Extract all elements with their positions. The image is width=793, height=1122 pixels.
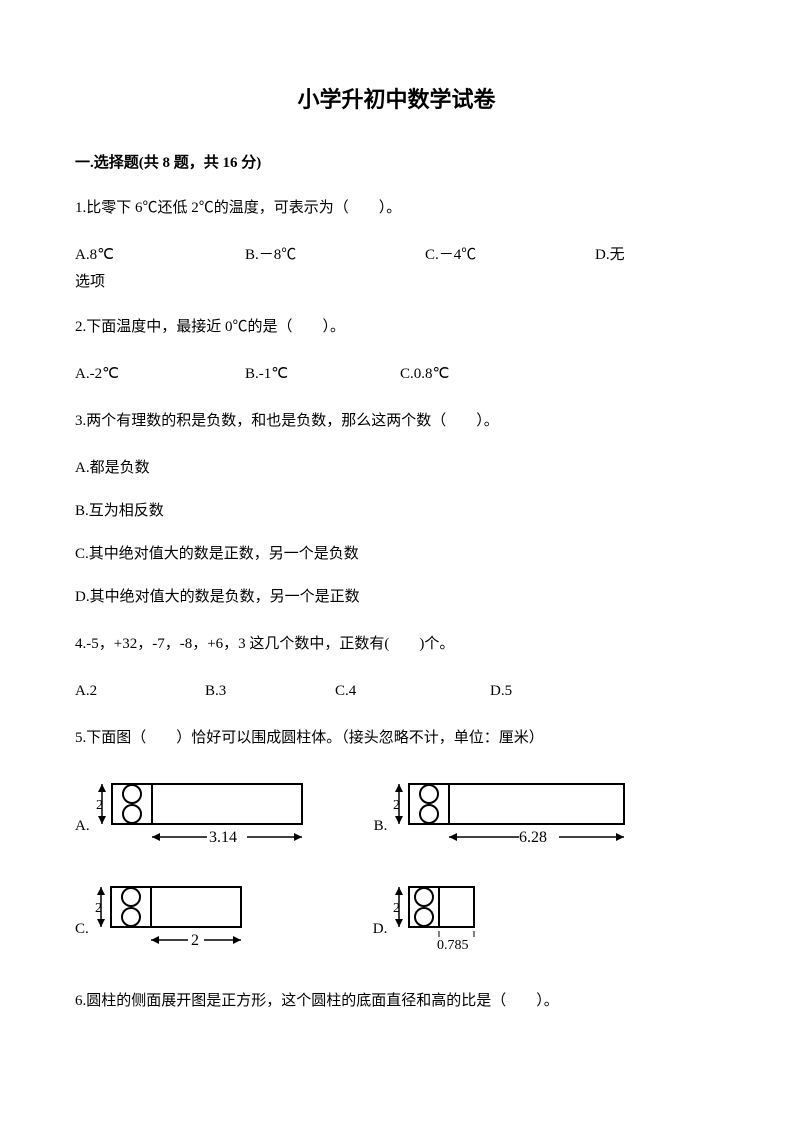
q2-options: A.-2℃ B.-1℃ C.0.8℃ [75,361,718,388]
svg-text:6.28: 6.28 [519,829,547,846]
q2-opt-b: B.-1℃ [245,361,400,388]
question-3: 3.两个有理数的积是负数，和也是负数，那么这两个数（ ）。 [75,408,718,435]
q4-opt-b: B.3 [205,678,335,705]
q5-diagram-c: C. 2 2 [75,885,243,953]
svg-text:2: 2 [191,932,199,949]
cylinder-diagram-c-icon: 2 2 [93,885,243,953]
page-title: 小学升初中数学试卷 [75,80,718,120]
cylinder-diagram-a-icon: 2 3.14 [94,782,304,850]
q5-label-a: A. [75,813,90,850]
q2-opt-a: A.-2℃ [75,361,245,388]
question-4: 4.-5，+32，-7，-8，+6，3 这几个数中，正数有( )个。 [75,631,718,658]
svg-text:2: 2 [95,901,102,916]
cylinder-diagram-d-icon: 2 0.785 [391,885,486,953]
q5-diagram-b: B. 2 6.28 [374,782,627,850]
question-6: 6.圆柱的侧面展开图是正方形，这个圆柱的底面直径和高的比是（ ）。 [75,988,718,1015]
q1-options: A.8℃ B.－8℃ C.－4℃ D.无 [75,242,718,269]
q5-label-c: C. [75,916,89,953]
cylinder-diagram-b-icon: 2 6.28 [391,782,626,850]
q5-diagram-d: D. 2 0.785 [373,885,487,953]
q4-opt-d: D.5 [490,678,512,705]
svg-text:2: 2 [96,798,103,813]
q4-opt-c: C.4 [335,678,490,705]
q2-opt-c: C.0.8℃ [400,361,449,388]
q4-opt-a: A.2 [75,678,205,705]
q4-options: A.2 B.3 C.4 D.5 [75,678,718,705]
section-header: 一.选择题(共 8 题，共 16 分) [75,150,718,177]
q1-opt-c: C.－4℃ [425,242,595,269]
q5-label-b: B. [374,813,388,850]
q5-row1: A. 2 3.14 B. 2 [75,782,718,850]
q1-opt-d: D.无 [595,242,625,269]
question-1: 1.比零下 6℃还低 2℃的温度，可表示为（ ）。 [75,195,718,222]
q1-opt-a: A.8℃ [75,242,245,269]
q3-opt-d: D.其中绝对值大的数是负数，另一个是正数 [75,584,718,611]
q1-opt-d2: 选项 [75,269,718,296]
question-5: 5.下面图（ ）恰好可以围成圆柱体。（接头忽略不计，单位：厘米） [75,725,718,752]
q1-opt-b: B.－8℃ [245,242,425,269]
q3-opt-a: A.都是负数 [75,455,718,482]
q5-label-d: D. [373,916,388,953]
svg-text:3.14: 3.14 [209,829,237,846]
q5-diagram-a: A. 2 3.14 [75,782,304,850]
svg-text:0.785: 0.785 [437,938,469,953]
svg-text:2: 2 [393,901,400,916]
q3-opt-c: C.其中绝对值大的数是正数，另一个是负数 [75,541,718,568]
svg-text:2: 2 [393,798,400,813]
question-2: 2.下面温度中，最接近 0℃的是（ ）。 [75,314,718,341]
q3-opt-b: B.互为相反数 [75,498,718,525]
q5-row2: C. 2 2 D. 2 [75,885,718,953]
